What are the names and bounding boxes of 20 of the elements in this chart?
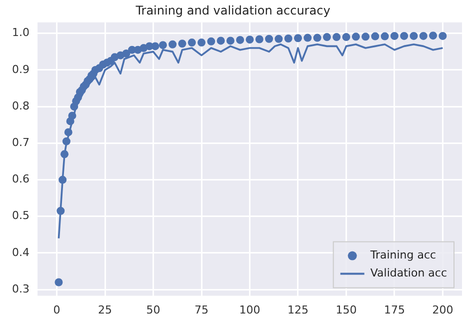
chart-title: Training and validation accuracy <box>134 3 330 18</box>
x-tick-label: 175 <box>384 303 405 316</box>
x-tick-label: 200 <box>432 303 454 316</box>
y-tick-label: 1.0 <box>12 26 30 40</box>
y-tick-label: 0.9 <box>12 62 30 76</box>
y-tick-label: 0.5 <box>12 209 30 222</box>
x-tick-label: 0 <box>53 303 60 316</box>
x-tick-label: 25 <box>98 303 112 316</box>
x-tick-label: 125 <box>287 303 308 316</box>
y-tick-label: 0.4 <box>12 246 30 259</box>
y-tick-label: 0.6 <box>12 172 30 186</box>
y-tick-label: 0.7 <box>12 136 30 150</box>
x-tick-label: 150 <box>336 303 357 316</box>
y-tick-label: 0.3 <box>12 282 30 296</box>
legend-label: Validation acc <box>370 266 448 280</box>
x-tick-label: 75 <box>194 303 209 316</box>
legend-label: Training acc <box>369 248 436 262</box>
x-tick-label: 50 <box>146 303 160 316</box>
y-tick-label: 0.8 <box>12 99 30 112</box>
x-tick-label: 100 <box>239 303 260 316</box>
